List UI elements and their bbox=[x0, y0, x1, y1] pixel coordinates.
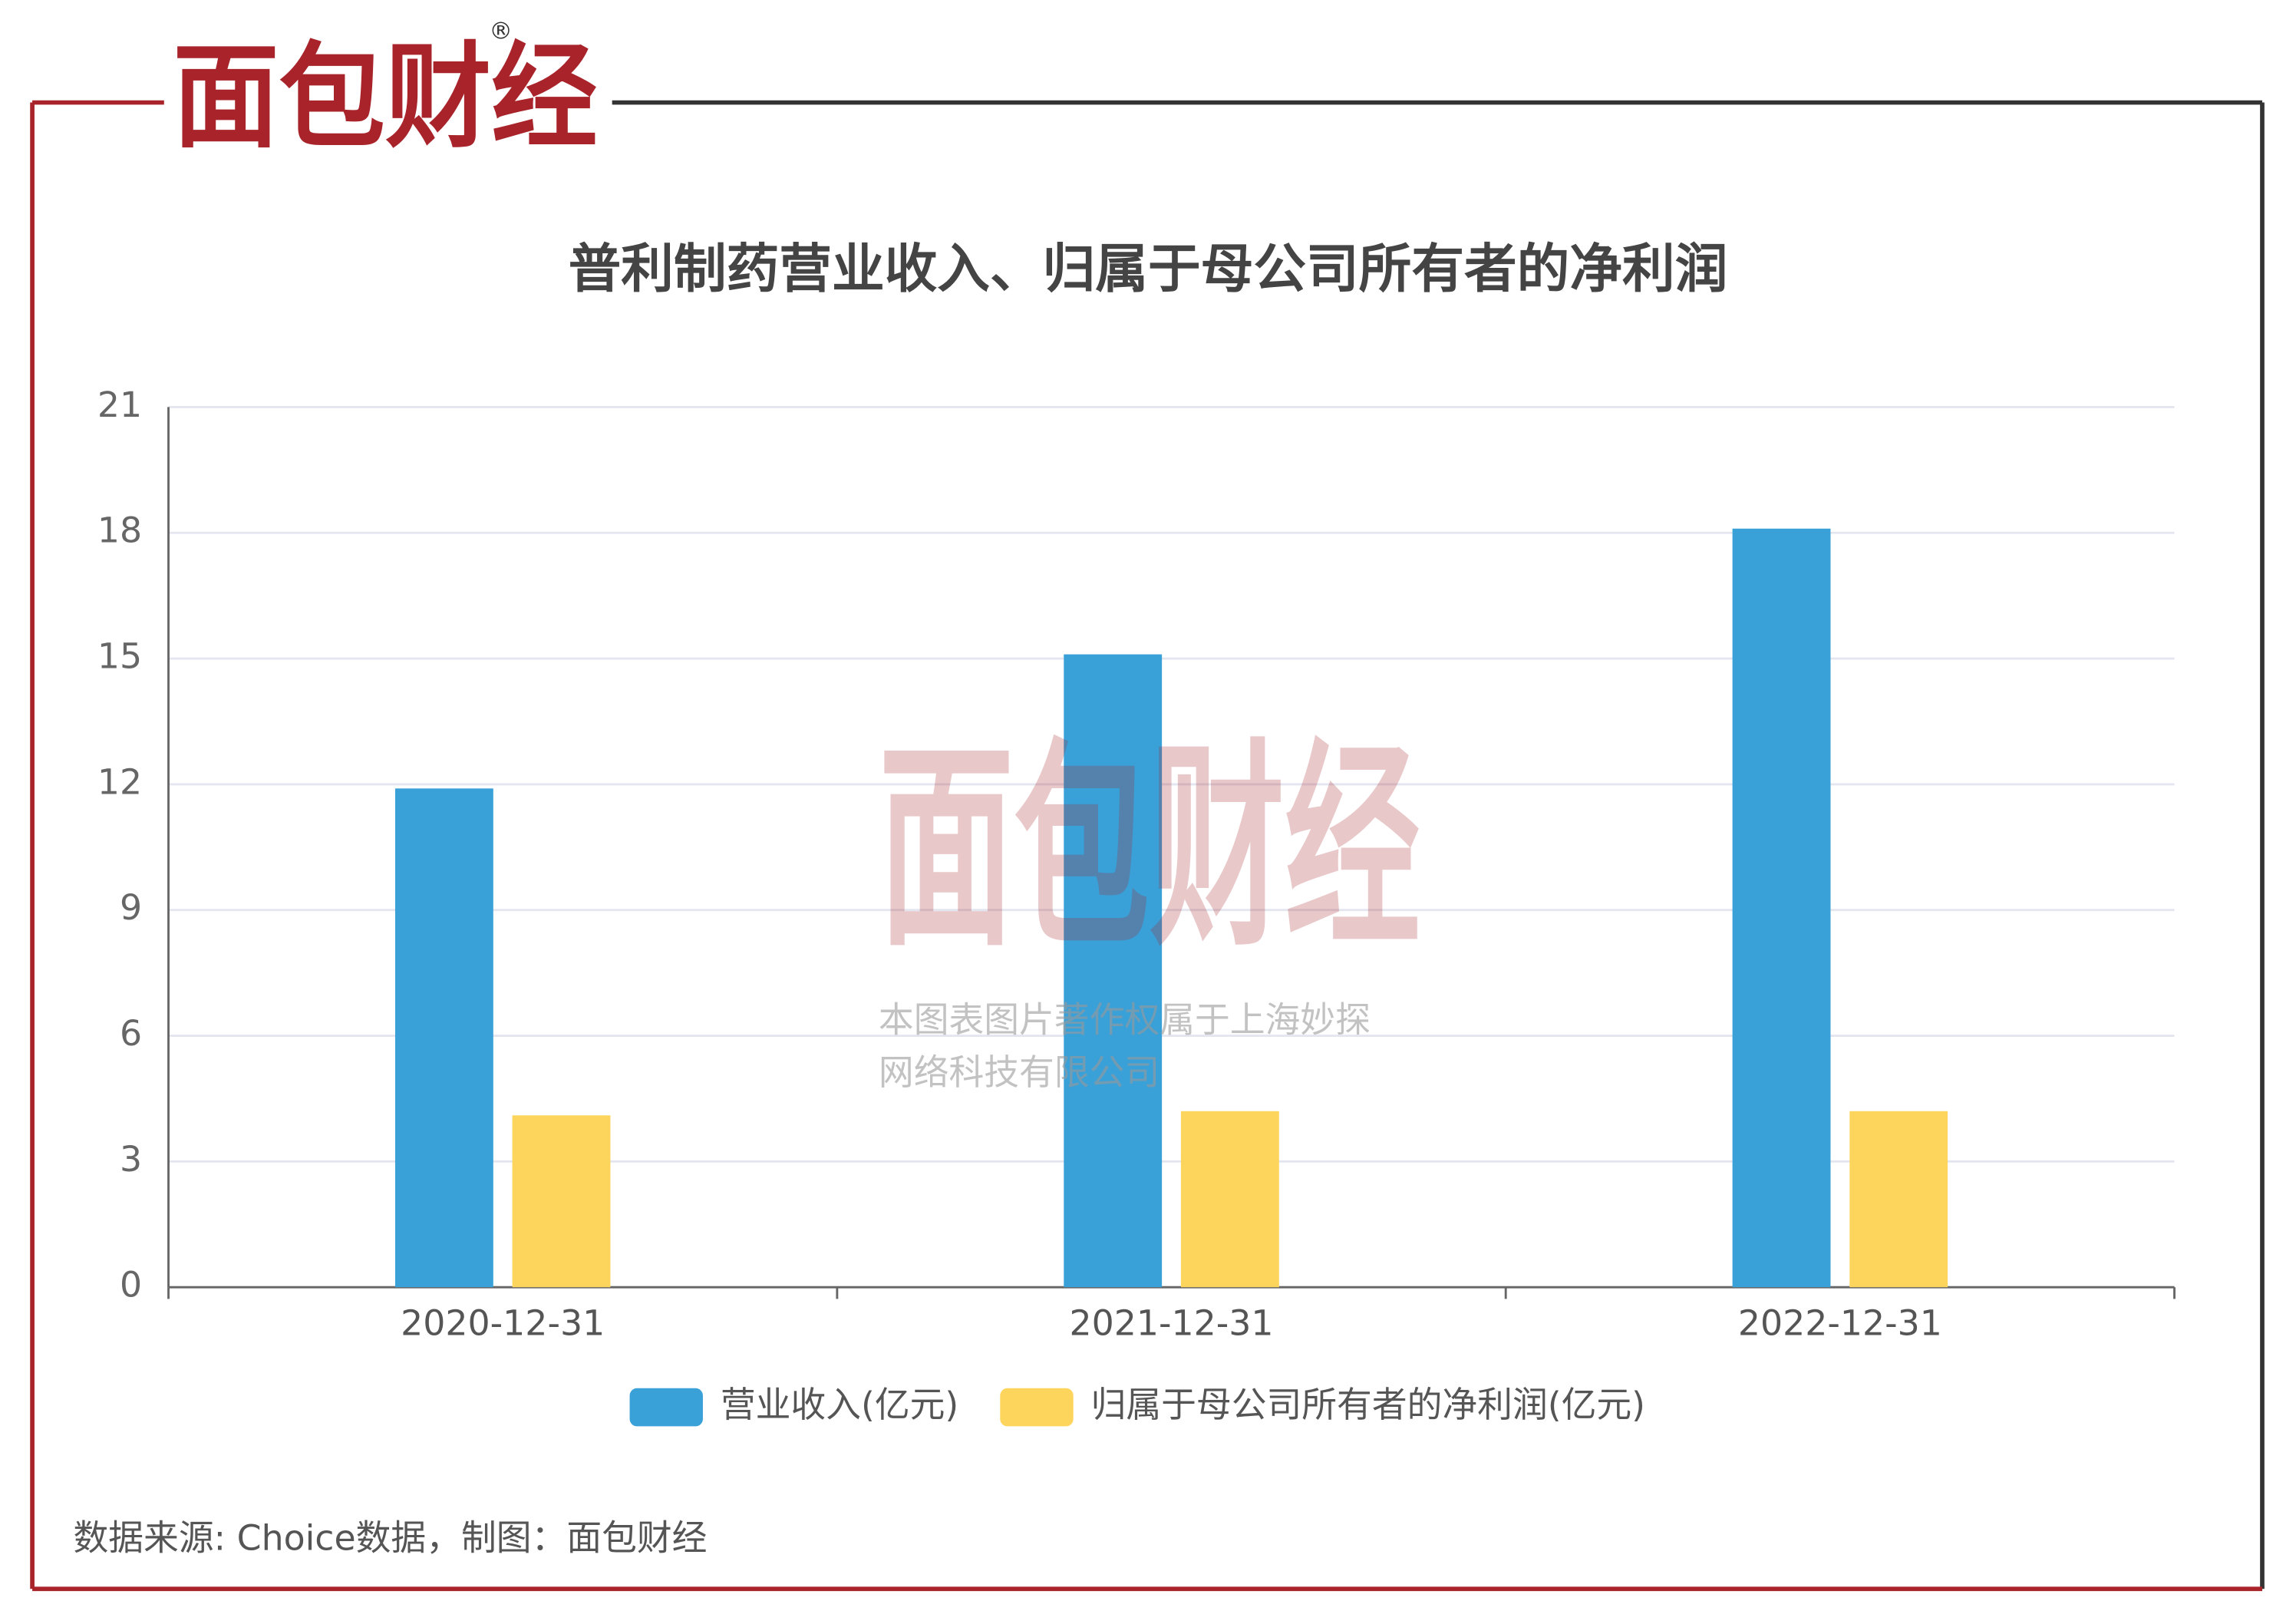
y-tick-label: 21 bbox=[97, 384, 142, 425]
y-tick-label: 9 bbox=[120, 886, 142, 928]
legend-swatch bbox=[629, 1388, 703, 1427]
y-tick-label: 3 bbox=[120, 1138, 142, 1180]
logo-mark: ® bbox=[489, 18, 513, 45]
legend-swatch bbox=[1000, 1388, 1074, 1427]
chart-title: 普利制药营业收入、归属于母公司所有者的净利润 bbox=[569, 239, 1728, 300]
x-tick-label: 2020-12-31 bbox=[401, 1302, 605, 1343]
legend-label: 营业收入(亿元) bbox=[721, 1384, 958, 1425]
y-tick-label: 15 bbox=[97, 635, 142, 677]
source-note: 数据来源: Choice数据，制图：面包财经 bbox=[74, 1517, 708, 1559]
bar bbox=[394, 788, 493, 1288]
y-tick-label: 0 bbox=[120, 1264, 142, 1305]
bar bbox=[1064, 654, 1163, 1288]
y-tick-label: 12 bbox=[97, 761, 142, 802]
bar bbox=[1180, 1111, 1279, 1288]
watermark-logo: 面包财经 bbox=[879, 721, 1420, 976]
x-tick-label: 2021-12-31 bbox=[1069, 1302, 1273, 1343]
y-tick-label: 6 bbox=[120, 1012, 142, 1054]
logo: 面包财经 bbox=[173, 31, 597, 164]
legend-label: 归属于母公司所有者的净利润(亿元) bbox=[1091, 1384, 1645, 1425]
bar bbox=[512, 1115, 611, 1288]
plot: 0 3 6 9 12 15 18 21 2020-12-31 2021-12-31 2022-12-… bbox=[97, 384, 2176, 1427]
watermark-text: 网络科技有限公司 bbox=[879, 1051, 1160, 1093]
bar bbox=[1849, 1111, 1948, 1288]
watermark-text: 本图表图片著作权属于上海妙探 bbox=[879, 998, 1371, 1040]
bar bbox=[1732, 528, 1831, 1288]
y-tick-label: 18 bbox=[97, 510, 142, 551]
x-tick-label: 2022-12-31 bbox=[1738, 1302, 1942, 1343]
